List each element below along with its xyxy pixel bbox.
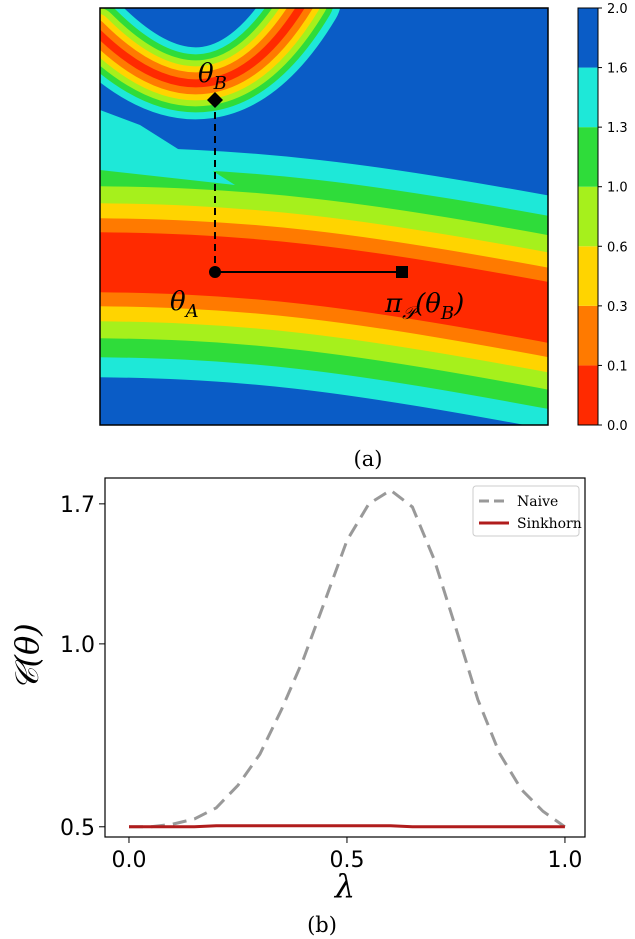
point-label: π𝒫(θB)	[384, 289, 464, 324]
colorbar-tick-label: 0.3	[607, 300, 628, 315]
colorbar-band	[578, 186, 598, 247]
colorbar-tick-label: 1.3	[607, 121, 628, 136]
label-text: )	[453, 289, 464, 319]
legend-label: Naive	[517, 494, 558, 510]
colorbar-band	[578, 127, 598, 187]
x-tick-label: 1.0	[547, 848, 582, 873]
legend-label: Sinkhorn	[517, 516, 582, 532]
contour-band	[100, 232, 548, 343]
colorbar-band	[578, 8, 598, 68]
series-line	[129, 488, 566, 829]
y-tick-label: 1.7	[60, 493, 95, 518]
label-subscript: A	[184, 301, 199, 322]
marker-square	[396, 266, 408, 278]
y-tick-label: 1.0	[60, 633, 95, 658]
marker-diamond	[207, 92, 223, 108]
caption: (b)	[307, 913, 337, 937]
label-text: θ	[198, 59, 214, 89]
x-axis-label: λ	[333, 867, 355, 905]
point-label: θB	[198, 59, 227, 94]
label-subscript: B	[213, 73, 227, 94]
marker-circle	[209, 266, 221, 278]
x-tick-label: 0.0	[111, 848, 146, 873]
y-tick-label: 0.5	[60, 816, 95, 841]
point-label: θA	[170, 287, 199, 322]
colorbar-frame	[577, 7, 599, 426]
colorbar-tick-label: 0.6	[607, 240, 628, 255]
label-subscript: B	[440, 303, 454, 324]
contour-band	[100, 8, 305, 88]
series-line	[129, 824, 565, 829]
caption: (a)	[354, 447, 383, 471]
plot-frame	[99, 7, 549, 426]
colorbar-band	[578, 365, 598, 425]
axes-frame	[104, 477, 586, 838]
label-text: θ	[170, 287, 186, 317]
label-text: (θ	[415, 289, 441, 319]
contour-band	[100, 110, 235, 185]
colorbar-tick-label: 1.0	[607, 181, 628, 196]
colorbar-tick-label: 0.0	[607, 419, 628, 434]
x-tick-label: 0.5	[329, 848, 364, 873]
colorbar-tick-label: 1.6	[607, 62, 628, 77]
label-text: π	[384, 289, 403, 319]
colorbar-tick-label: 0.1	[607, 359, 628, 374]
colorbar-band	[578, 305, 598, 366]
colorbar-band	[578, 67, 598, 128]
colorbar-tick-label: 2.0	[607, 2, 628, 17]
y-axis-label: 𝒞(θ)	[8, 623, 46, 691]
colorbar-band	[578, 246, 598, 306]
contour-field	[100, 8, 548, 425]
